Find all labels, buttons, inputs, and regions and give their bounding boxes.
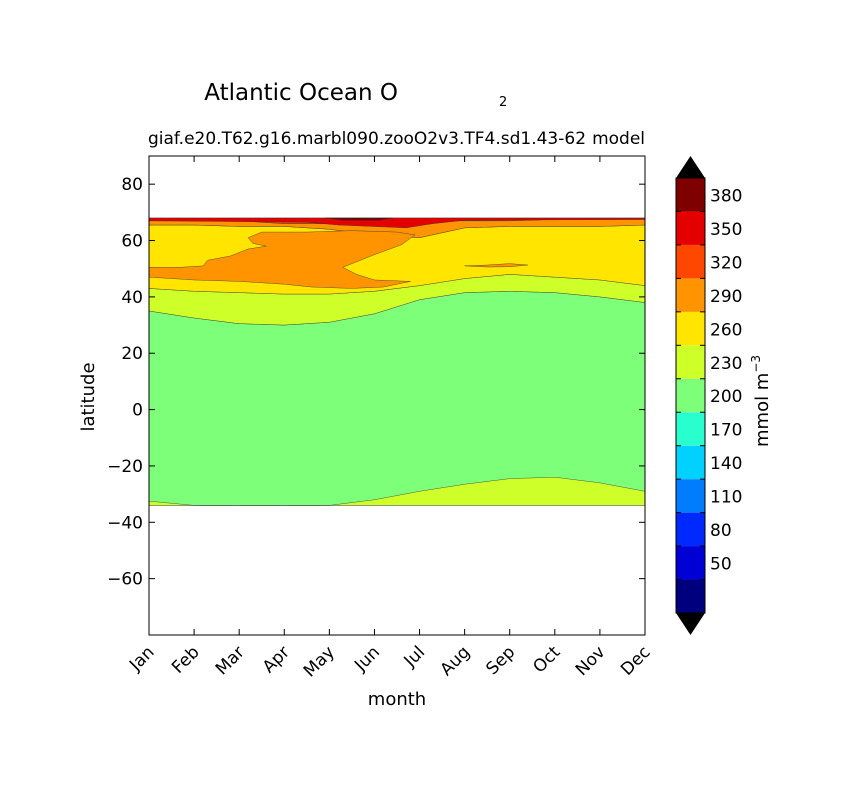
colorbar-tick-label: 110 xyxy=(710,488,742,508)
y-axis-label: latitude xyxy=(78,362,99,431)
colorbar-tick-label: 290 xyxy=(710,287,742,307)
colorbar-tick-label: 200 xyxy=(710,387,742,407)
chart-subtitle-right: model xyxy=(592,129,645,149)
y-tick-label: −60 xyxy=(107,570,143,590)
chart-title-subscript: 2 xyxy=(499,95,507,110)
x-tick-label: Aug xyxy=(437,642,475,680)
colorbar-tick-label: 350 xyxy=(710,220,742,240)
y-tick-label: 0 xyxy=(132,401,143,421)
x-tick-label: Jan xyxy=(125,642,158,675)
x-tick-label: May xyxy=(300,642,339,681)
colorbar-segment xyxy=(676,412,705,446)
contour-layer xyxy=(149,217,645,506)
colorbar-tick-label: 50 xyxy=(710,555,732,575)
colorbar-tick-label: 320 xyxy=(710,253,742,273)
x-tick-label: Mar xyxy=(212,642,249,679)
colorbar-segment xyxy=(676,546,705,580)
colorbar-segment xyxy=(676,345,705,379)
chart-title: Atlantic Ocean O xyxy=(204,80,398,106)
x-axis-label: month xyxy=(368,689,426,710)
contour-patch-350-380 xyxy=(149,217,645,229)
colorbar: 50 80 110 140 170 200 230 260 290 320 350 380 xyxy=(675,156,742,635)
y-axis: 80 60 40 20 0 −20 −40 −60 xyxy=(107,175,645,590)
chart-subtitle-left: giaf.e20.T62.g16.marbl090.zooO2v3.TF4.sd… xyxy=(148,129,586,149)
colorbar-segment xyxy=(676,378,705,413)
colorbar-segment xyxy=(676,278,705,312)
contour-band-200-230 xyxy=(149,291,645,506)
colorbar-segment xyxy=(676,211,705,245)
y-tick-label: 60 xyxy=(121,232,143,252)
x-tick-label: Jul xyxy=(400,642,429,671)
colorbar-extend-max xyxy=(676,156,705,178)
x-tick-label: Dec xyxy=(617,642,654,679)
x-tick-label: Nov xyxy=(572,642,610,680)
contour-patch-290-320-sep- xyxy=(464,263,528,268)
colorbar-frame xyxy=(675,177,706,614)
plot-frame xyxy=(148,155,646,636)
contour-band-230-260-south- xyxy=(149,477,645,506)
x-tick-label: Apr xyxy=(259,642,294,677)
colorbar-segment xyxy=(676,579,705,613)
x-tick-label: Sep xyxy=(482,642,519,679)
colorbar-segment xyxy=(676,512,705,547)
y-tick-label: −40 xyxy=(107,513,143,533)
colorbar-extend-min xyxy=(676,613,705,635)
colorbar-segment xyxy=(676,178,705,212)
colorbar-tick-label: 380 xyxy=(710,186,742,206)
contour-patch-380-410 xyxy=(324,217,393,221)
y-tick-label: 40 xyxy=(121,288,143,308)
contour-patch-290-320-mid- xyxy=(149,230,416,289)
x-tick-label: Oct xyxy=(529,642,564,677)
colorbar-tick-label: 230 xyxy=(710,354,742,374)
y-tick-label: 20 xyxy=(121,344,143,364)
colorbar-segment xyxy=(676,244,705,279)
y-tick-label: 80 xyxy=(121,175,143,195)
colorbar-tick-label: 80 xyxy=(710,521,732,541)
x-tick-label: Jun xyxy=(350,642,384,676)
colorbar-tick-label: 170 xyxy=(710,421,742,441)
y-tick-label: −20 xyxy=(107,457,143,477)
colorbar-segment xyxy=(676,311,705,346)
colorbar-label: mmol m−3 xyxy=(749,355,773,447)
colorbar-tick-label: 260 xyxy=(710,320,742,340)
colorbar-tick-label: 140 xyxy=(710,454,742,474)
colorbar-segment xyxy=(676,445,705,480)
colorbar-segment xyxy=(676,479,705,513)
x-tick-label: Feb xyxy=(168,642,203,677)
